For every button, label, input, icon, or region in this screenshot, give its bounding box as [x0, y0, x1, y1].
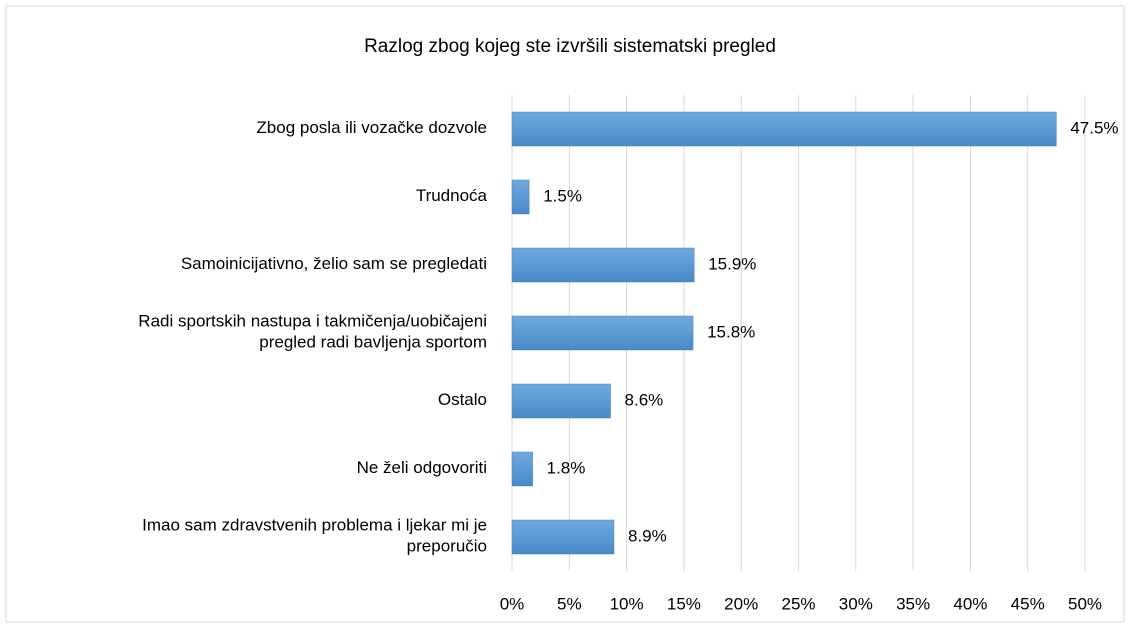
- y-tick-label-line: Samoinicijativno, želio sam se pregledat…: [181, 254, 487, 273]
- value-label: 1.5%: [543, 186, 582, 205]
- x-tick-label: 25%: [781, 594, 815, 613]
- value-label: 8.6%: [625, 390, 664, 409]
- x-tick-label: 5%: [557, 594, 582, 613]
- x-tick-label: 35%: [896, 594, 930, 613]
- y-tick-label: Imao sam zdravstvenih problema i ljekar …: [142, 516, 487, 556]
- x-tick-label: 50%: [1068, 594, 1102, 613]
- y-tick-label: Ostalo: [438, 390, 487, 409]
- bar: [511, 179, 530, 215]
- y-tick-label: Zbog posla ili vozačke dozvole: [256, 118, 487, 137]
- bar: [511, 247, 695, 283]
- y-tick-label-line: preporučio: [407, 537, 487, 556]
- y-tick-label-line: Radi sportskih nastupa i takmičenja/uobi…: [138, 312, 487, 331]
- y-tick-label-line: Ostalo: [438, 390, 487, 409]
- y-tick-label-line: Ne želi odgovoriti: [357, 458, 487, 477]
- chart-title: Razlog zbog kojeg ste izvršili sistemats…: [364, 36, 776, 57]
- x-tick-label: 45%: [1011, 594, 1045, 613]
- y-tick-label-line: Imao sam zdravstvenih problema i ljekar …: [142, 516, 487, 535]
- bar: [511, 315, 694, 351]
- value-label: 15.9%: [708, 254, 756, 273]
- x-tick-label: 20%: [724, 594, 758, 613]
- value-label: 47.5%: [1070, 118, 1118, 137]
- y-tick-label-line: Trudnoća: [416, 186, 488, 205]
- bar: [511, 519, 615, 555]
- chart-border: [5, 5, 1125, 623]
- x-tick-label: 0%: [500, 594, 525, 613]
- y-tick-label-line: pregled radi bavljenja sportom: [259, 333, 487, 352]
- y-tick-label: Ne želi odgovoriti: [357, 458, 487, 477]
- y-tick-label: Samoinicijativno, želio sam se pregledat…: [181, 254, 487, 273]
- value-label: 15.8%: [707, 322, 755, 341]
- bar: [511, 383, 611, 419]
- x-tick-label: 40%: [953, 594, 987, 613]
- value-label: 1.8%: [547, 458, 586, 477]
- x-tick-label: 10%: [610, 594, 644, 613]
- y-tick-label: Trudnoća: [416, 186, 488, 205]
- y-tick-label-line: Zbog posla ili vozačke dozvole: [256, 118, 487, 137]
- bar: [511, 451, 533, 487]
- value-label: 8.9%: [628, 526, 667, 545]
- y-tick-label: Radi sportskih nastupa i takmičenja/uobi…: [138, 312, 487, 352]
- x-tick-label: 30%: [839, 594, 873, 613]
- x-tick-label: 15%: [667, 594, 701, 613]
- bar: [511, 111, 1057, 147]
